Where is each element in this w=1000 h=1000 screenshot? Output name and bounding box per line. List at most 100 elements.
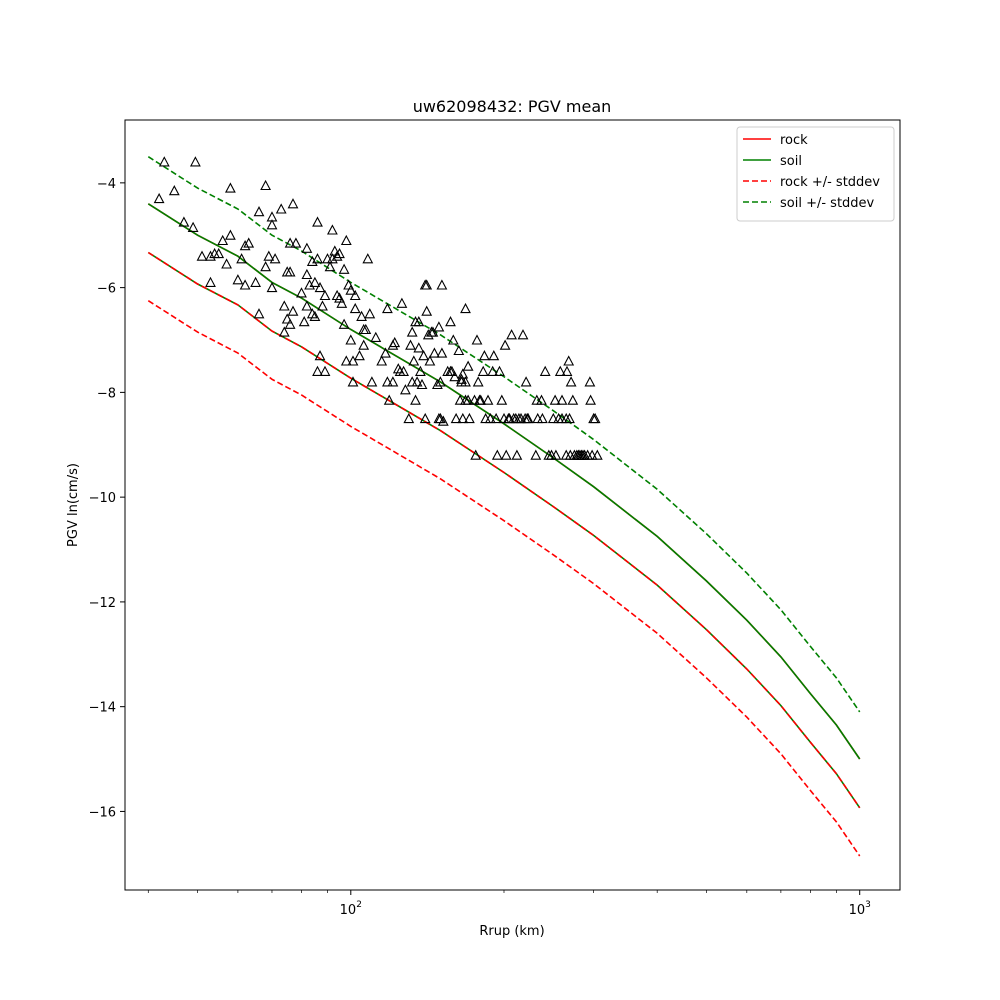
observation-point [389,336,401,348]
observation-point [472,376,484,387]
observation-point [446,365,458,376]
observation-point [457,412,469,424]
observation-point [463,412,475,424]
observation-point [326,253,338,264]
y-axis: −16 −14 −12 −10 −8 −6 −4 [89,177,125,820]
observation-point [358,339,370,350]
observation-point [331,289,343,301]
observation-point [263,250,275,261]
observation-point [187,221,199,232]
observation-point [496,394,508,405]
observation-point [454,394,466,405]
observation-point [449,371,461,382]
observation-point [287,198,299,209]
observation-point [477,365,489,376]
observation-point [266,281,278,293]
observation-point [434,376,446,387]
y-tick-label: −16 [89,805,116,820]
y-tick-label: −12 [89,596,116,611]
series-layer [147,156,861,857]
y-tick-label: −14 [89,701,116,716]
observation-point [506,329,518,340]
observation-point [196,250,208,261]
observation-point [314,350,326,361]
observation-point [290,237,302,248]
observation-point [312,365,323,376]
observation-point [253,308,265,319]
observation-point [403,412,415,424]
observation-point [411,376,423,387]
observation-point [266,219,278,230]
observation-point [585,394,597,405]
observation-point [366,376,378,387]
observation-point [387,376,399,387]
y-tick-label: −8 [97,386,116,401]
series-line-3 [147,156,861,713]
observation-point [436,279,448,290]
y-tick-label: −6 [97,282,116,297]
observation-point [431,378,443,390]
legend-label: soil [780,154,802,169]
observation-point [301,268,313,280]
series-line-2 [147,300,861,857]
observation-point [421,279,433,290]
observation-point [450,412,462,424]
observation-point [345,284,357,295]
observation-point [205,250,216,261]
observation-point [532,412,544,424]
observation-point [287,305,299,316]
observation-point [500,449,512,460]
observation-point [314,281,326,293]
observation-point [399,384,411,395]
observation-point [480,412,492,424]
observation-point [243,237,255,248]
observation-point [478,350,490,361]
observation-point [301,300,313,311]
observation-point [232,274,244,285]
observation-point [424,355,436,366]
observation-point [284,266,296,277]
observation-point [376,355,388,366]
observation-point [470,449,482,460]
observation-point [250,276,262,287]
observation-point [278,300,290,311]
observation-point [517,329,529,340]
observation-point [408,355,420,366]
observation-point [312,216,323,227]
observation-point [319,365,331,376]
observation-point [447,334,459,345]
observation-point [437,415,449,426]
observation-point [462,394,474,405]
observation-point [494,365,505,376]
observation-point [281,313,293,324]
observation-point [398,365,410,376]
observation-point [347,376,359,387]
observation-point [340,355,352,366]
observation-point [331,250,343,261]
observation-point [416,378,428,390]
observation-point [153,192,165,204]
observation-point [217,234,229,246]
observation-point [381,376,393,387]
observation-point [428,347,440,358]
observation-point [549,394,561,405]
legend-box [736,126,895,222]
observation-point [284,237,296,248]
plot-frame [124,119,901,891]
observation-point [536,394,547,405]
observation-point [301,242,313,253]
observation-point [471,334,483,345]
legend-label: rock +/- stddev [780,175,880,190]
observation-point [396,297,408,308]
observation-point [511,449,523,460]
observation-point [284,318,296,329]
observation-point [236,253,248,264]
observation-point [567,394,579,405]
observation-point [309,276,321,287]
observation-point [484,412,496,424]
observation-point [354,350,365,361]
observation-point [319,289,331,301]
observation-point [189,156,201,167]
observation-point [499,339,511,350]
observation-point [462,360,474,371]
